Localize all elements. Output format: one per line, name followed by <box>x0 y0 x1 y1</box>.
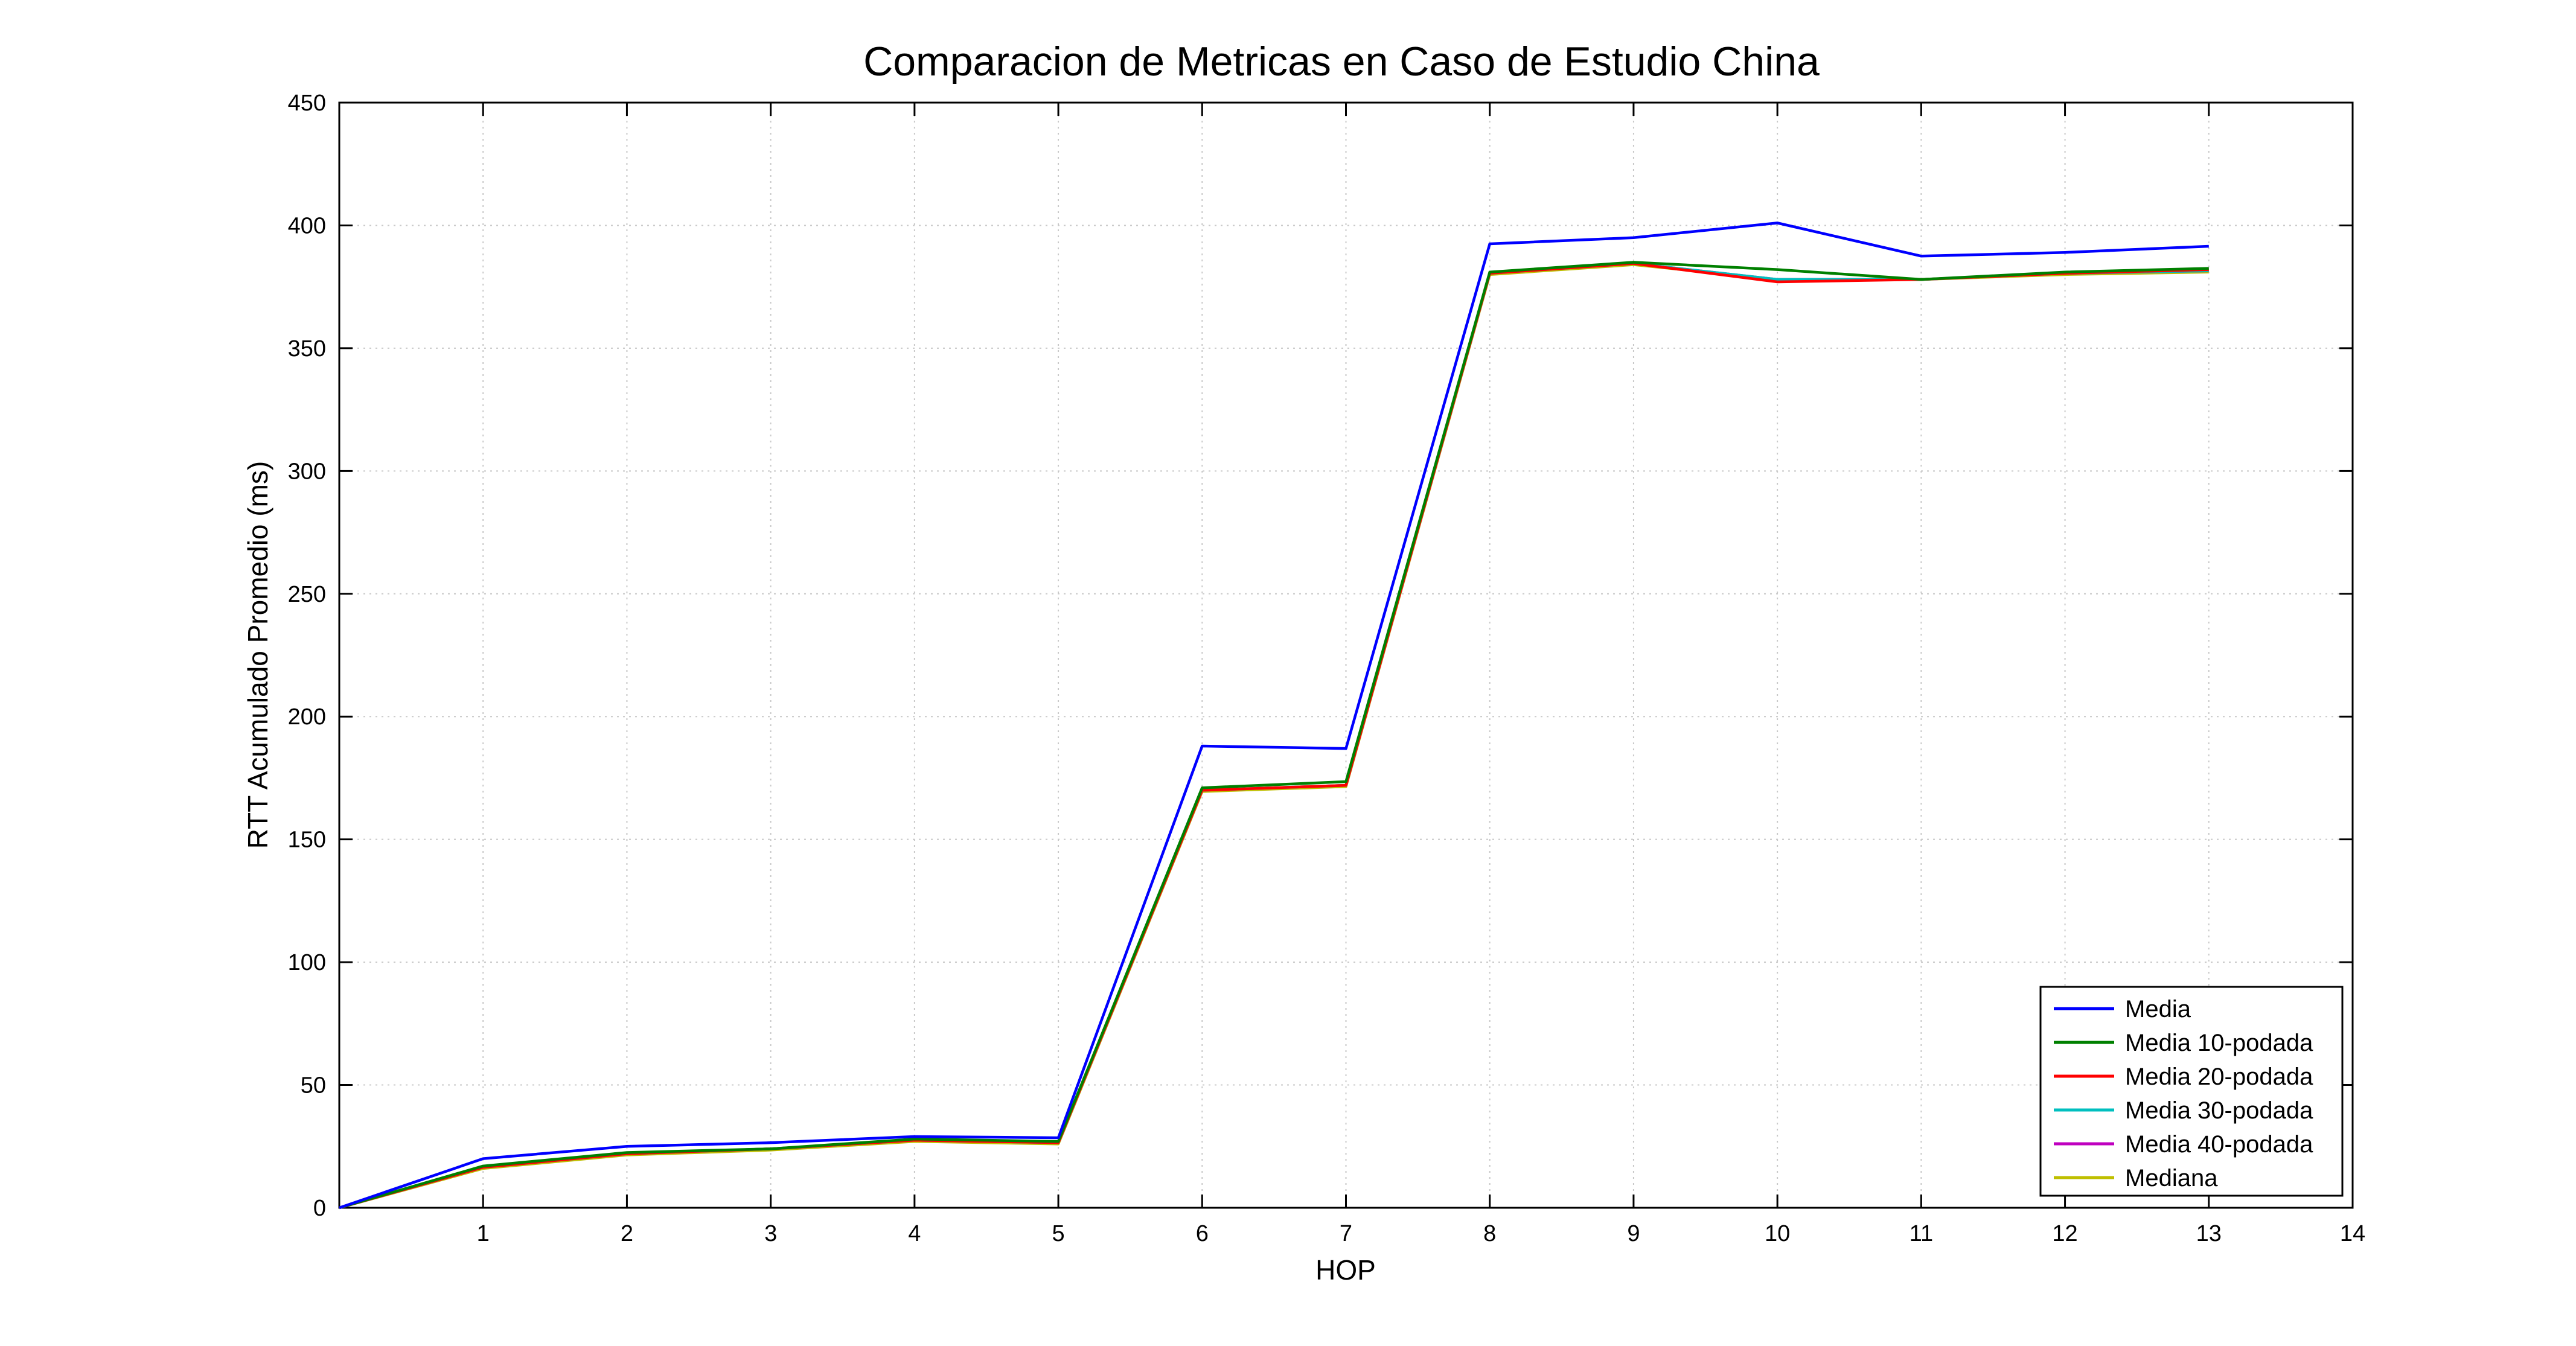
y-axis-label: RTT Acumulado Promedio (ms) <box>242 461 273 849</box>
legend-label: Media 10-podada <box>2125 1030 2313 1056</box>
series-line-media-40-podada <box>339 262 2209 1210</box>
x-tick-label: 1 <box>477 1221 490 1246</box>
y-tick-label: 0 <box>313 1196 326 1221</box>
x-tick-label: 9 <box>1627 1221 1640 1246</box>
legend-box <box>2039 986 2344 1197</box>
x-tick-label: 14 <box>2340 1221 2365 1246</box>
y-tick-label: 50 <box>301 1073 326 1099</box>
series-line-media-30-podada <box>339 262 2209 1210</box>
x-axis-label: HOP <box>1315 1254 1376 1286</box>
x-tick-label: 8 <box>1483 1221 1496 1246</box>
y-tick-label: 400 <box>288 213 326 238</box>
x-tick-label: 7 <box>1340 1221 1352 1246</box>
x-tick-label: 2 <box>621 1221 633 1246</box>
series-line-media-10-podada <box>339 261 2209 1210</box>
legend: Media Media 10-podada Media 20-podada Media… <box>2039 986 2344 1197</box>
y-tick-label: 150 <box>288 828 326 853</box>
y-tick-label: 100 <box>288 950 326 975</box>
y-tick-label: 250 <box>288 582 326 607</box>
x-tick-label: 10 <box>1765 1221 1790 1246</box>
y-tick-label: 450 <box>288 91 326 116</box>
y-tick-label: 350 <box>288 336 326 362</box>
legend-label: Media <box>2125 996 2191 1022</box>
legend-label: Media 30-podada <box>2125 1097 2313 1124</box>
x-tick-label: 11 <box>1910 1221 1933 1246</box>
y-tick-label: 300 <box>288 459 326 484</box>
series-lines <box>339 222 2209 1210</box>
axis-ticks: 1 2 3 4 5 6 7 8 9 10 11 12 13 14050100150200250300350… <box>288 91 2366 1246</box>
x-tick-label: 4 <box>908 1221 921 1246</box>
series-line-media <box>339 222 2209 1210</box>
series-line-mediana <box>339 263 2209 1210</box>
x-tick-label: 13 <box>2196 1221 2222 1246</box>
y-tick-label: 200 <box>288 704 326 730</box>
legend-label: Media 40-podada <box>2125 1131 2313 1158</box>
chart-title: Comparacion de Metricas en Caso de Estud… <box>863 39 1820 85</box>
x-tick-label: 6 <box>1196 1221 1209 1246</box>
legend-label: Mediana <box>2125 1165 2218 1191</box>
series-line-media-20-podada <box>339 262 2209 1210</box>
x-tick-label: 12 <box>2052 1221 2077 1246</box>
x-tick-label: 5 <box>1052 1221 1065 1246</box>
x-tick-label: 3 <box>764 1221 777 1246</box>
legend-label: Media 20-podada <box>2125 1064 2313 1090</box>
